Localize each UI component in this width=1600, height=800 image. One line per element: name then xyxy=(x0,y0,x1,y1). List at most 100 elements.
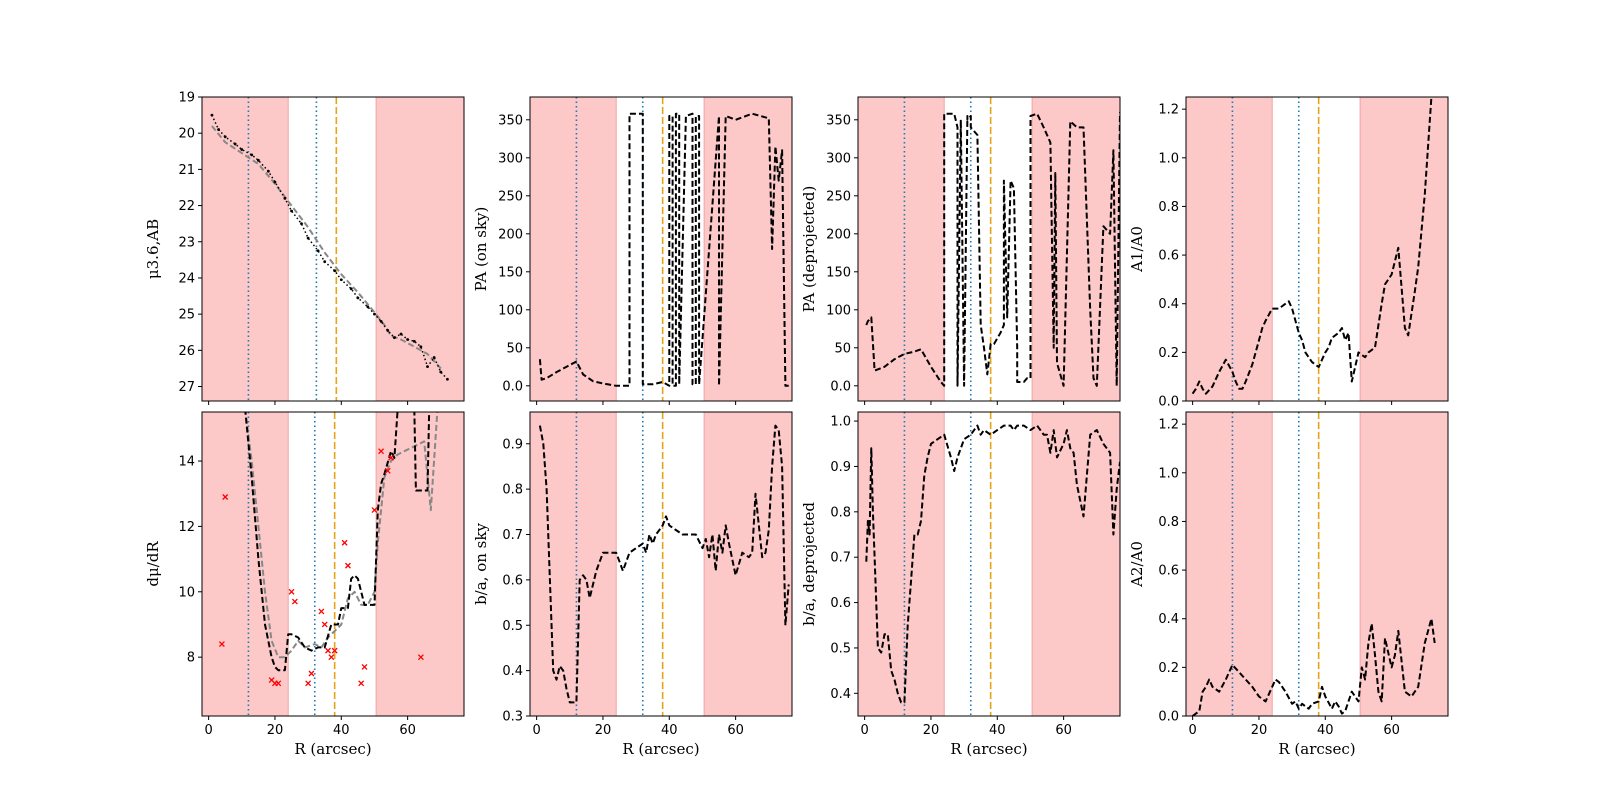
x-tick-label-1: 20 xyxy=(923,723,940,738)
y-tick-label-1: 0.5 xyxy=(830,641,851,656)
point-marker-7 xyxy=(305,680,312,687)
y-tick-label-6: 1.2 xyxy=(1158,418,1179,433)
data-point-7 xyxy=(266,169,270,173)
plot-area-pa_sky xyxy=(530,97,792,401)
y-tick-label-0: 8 xyxy=(187,651,195,666)
point-marker-10 xyxy=(321,621,328,628)
shaded-region-0 xyxy=(530,97,617,401)
panel-a1: 0.0 0.2 0.4 0.6 0.8 1.0 1.2 A1/A0 xyxy=(1128,96,1449,410)
x-tick-label-2: 40 xyxy=(1317,723,1334,738)
y-tick-label-2: 100 xyxy=(498,303,523,318)
panel-a2: 0.0 0.2 0.4 0.6 0.8 1.0 1.2 0 20 40 60 R (arcsec) A2… xyxy=(1128,411,1449,758)
y-tick-label-2: 12 xyxy=(178,520,195,535)
x-tick-label-0: 0 xyxy=(1188,723,1196,738)
y-tick-label-2: 100 xyxy=(826,303,851,318)
point-marker-14 xyxy=(341,539,348,546)
y-tick-label-1: 10 xyxy=(178,585,195,600)
x-tick-label-3: 60 xyxy=(727,723,744,738)
x-tick-label-2: 40 xyxy=(333,723,350,738)
y-tick-label-1: 50 xyxy=(834,341,851,356)
y-tick-label-1: 0.2 xyxy=(1158,346,1179,361)
series-line-ba xyxy=(865,424,1120,704)
panel-mu: 19 20 21 22 23 24 25 26 27 μ3.6,AB xyxy=(144,91,465,405)
x-axis-label: R (arcsec) xyxy=(294,740,371,758)
data-point-4 xyxy=(240,148,244,151)
shaded-region-0 xyxy=(1186,412,1273,716)
y-tick-label-4: 0.8 xyxy=(830,505,851,520)
y-tick-label-5: 1.0 xyxy=(1158,151,1179,166)
y-axis-label: PA (deprojected) xyxy=(800,186,818,313)
data-point-5 xyxy=(250,153,254,157)
y-tick-label-1: 20 xyxy=(178,127,195,142)
y-axis-label: PA (on sky) xyxy=(472,207,490,292)
point-marker-5 xyxy=(288,588,295,595)
data-point-14 xyxy=(323,260,327,264)
axes-frame xyxy=(857,96,1121,402)
data-point-12 xyxy=(306,236,310,240)
y-tick-label-2: 0.4 xyxy=(1158,297,1179,312)
point-marker-20 xyxy=(384,467,391,474)
data-point-19 xyxy=(366,305,370,309)
shaded-region-0 xyxy=(530,412,617,716)
shaded-region-1 xyxy=(703,97,792,401)
y-axis-label: μ3.6,AB xyxy=(144,219,162,279)
data-point-2 xyxy=(223,135,227,139)
y-tick-label-1: 0.2 xyxy=(1158,661,1179,676)
point-marker-13 xyxy=(331,647,338,654)
panel-ba_dep: 0.4 0.5 0.6 0.7 0.8 0.9 1.0 0 20 40 60 R (arcsec) b/… xyxy=(800,411,1121,758)
shaded-region-1 xyxy=(1031,412,1120,716)
data-point-3 xyxy=(233,142,237,146)
shaded-region-0 xyxy=(202,97,289,401)
data-point-11 xyxy=(300,222,303,226)
point-marker-1 xyxy=(222,494,229,500)
point-marker-11 xyxy=(325,647,331,654)
y-tick-label-5: 250 xyxy=(498,189,523,204)
shaded-region-1 xyxy=(703,412,792,716)
y-tick-label-5: 24 xyxy=(178,271,195,286)
x-tick-label-3: 60 xyxy=(1055,723,1072,738)
x-tick-label-3: 60 xyxy=(399,723,416,738)
plot-area-ba_sky xyxy=(530,412,792,716)
data-point-1 xyxy=(217,128,220,131)
data-point-23 xyxy=(392,336,396,340)
y-tick-label-4: 200 xyxy=(826,227,851,242)
y-tick-label-5: 0.9 xyxy=(830,460,851,475)
data-point-30 xyxy=(439,370,443,374)
y-tick-label-3: 0.6 xyxy=(1158,249,1179,264)
data-point-21 xyxy=(379,319,383,323)
data-point-18 xyxy=(356,296,360,300)
y-tick-label-4: 0.8 xyxy=(1158,200,1179,215)
y-tick-label-8: 27 xyxy=(178,380,195,395)
panel-ba_sky: 0.3 0.4 0.5 0.6 0.7 0.8 0.9 0 20 40 60 R (arcsec) b/… xyxy=(472,411,793,758)
y-tick-label-2: 0.5 xyxy=(502,619,523,634)
x-tick-label-3: 60 xyxy=(1383,723,1400,738)
point-marker-16 xyxy=(358,680,365,687)
x-tick-label-0: 0 xyxy=(204,723,212,738)
y-tick-label-0: 0.0 xyxy=(502,379,523,394)
point-marker-19 xyxy=(378,448,385,455)
axes-frame xyxy=(529,96,793,402)
y-tick-label-5: 250 xyxy=(826,189,851,204)
plot-area-dmu xyxy=(202,412,464,716)
x-tick-label-1: 20 xyxy=(267,723,284,738)
point-marker-21 xyxy=(388,454,394,461)
series-line-smooth xyxy=(244,412,439,659)
y-tick-label-5: 0.8 xyxy=(502,483,523,498)
axes-frame xyxy=(201,411,465,717)
data-point-6 xyxy=(256,158,260,162)
data-point-10 xyxy=(290,209,293,213)
panel-dmu: 8 10 12 14 0 20 40 60 R (arcsec) dμ/dR xyxy=(144,411,465,758)
x-axis-label: R (arcsec) xyxy=(622,740,699,758)
y-tick-label-6: 1.2 xyxy=(1158,103,1179,118)
y-tick-label-2: 0.6 xyxy=(830,596,851,611)
x-axis-label: R (arcsec) xyxy=(1278,740,1355,758)
data-point-16 xyxy=(339,278,343,282)
y-tick-label-0: 0.0 xyxy=(830,379,851,394)
y-tick-label-6: 1.0 xyxy=(830,415,851,430)
shaded-region-0 xyxy=(202,412,289,716)
y-tick-label-4: 0.8 xyxy=(1158,515,1179,530)
shaded-region-1 xyxy=(1031,97,1120,401)
shaded-region-0 xyxy=(858,97,945,401)
data-point-31 xyxy=(446,377,449,381)
